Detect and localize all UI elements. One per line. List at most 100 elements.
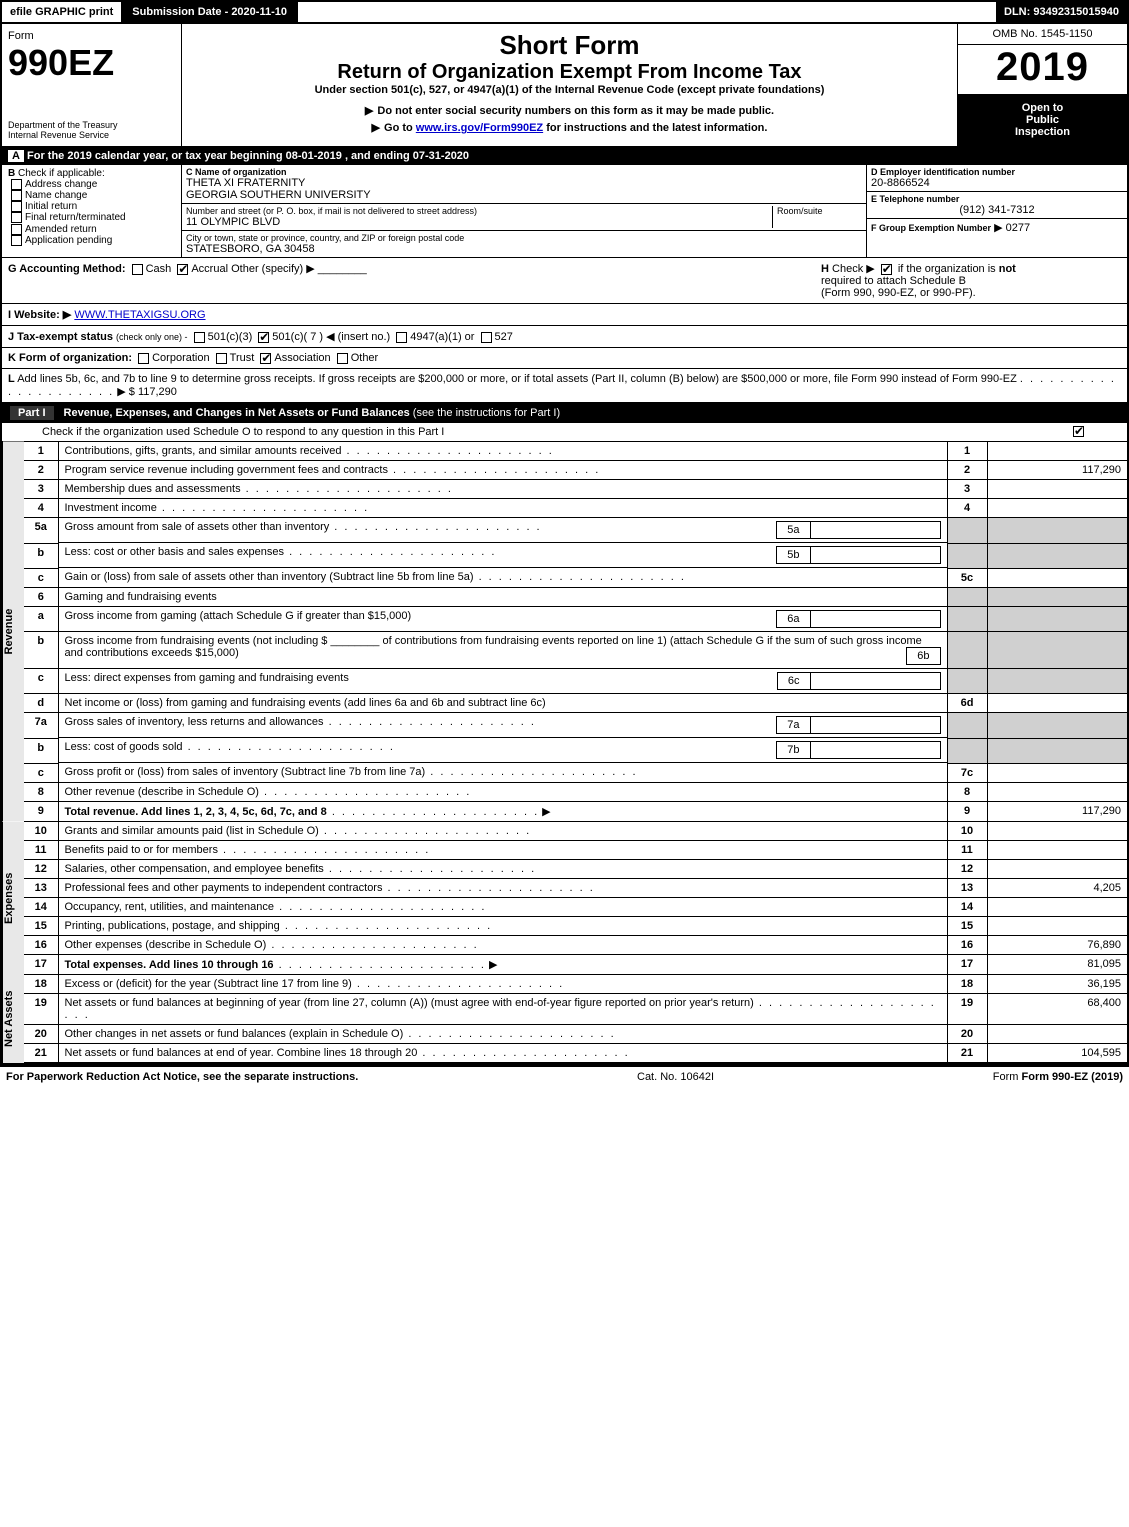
netassets-table: 18Excess or (deficit) for the year (Subt… xyxy=(24,975,1127,1063)
line-3: 3Membership dues and assessments3 xyxy=(24,480,1127,499)
irs-link[interactable]: www.irs.gov/Form990EZ xyxy=(416,122,543,134)
room-label: Room/suite xyxy=(772,206,862,228)
i-label: I Website: ▶ xyxy=(8,309,71,321)
open-line-3: Inspection xyxy=(962,126,1123,138)
opt-name-change: Name change xyxy=(25,190,87,201)
line-13: 13Professional fees and other payments t… xyxy=(24,878,1127,897)
j-opt1: 501(c)(3) xyxy=(208,331,253,343)
checkbox-527[interactable] xyxy=(481,332,492,343)
form-word: Form xyxy=(8,30,175,42)
h-label: H xyxy=(821,263,829,275)
checkbox-application-pending[interactable] xyxy=(11,235,22,246)
h-text3: required to attach Schedule B xyxy=(821,275,966,287)
g-other: Other (specify) xyxy=(231,263,303,275)
checkbox-accrual[interactable] xyxy=(177,264,188,275)
k-corporation: Corporation xyxy=(152,352,209,364)
city-label: City or town, state or province, country… xyxy=(186,233,862,243)
website-link[interactable]: WWW.THETAXIGSU.ORG xyxy=(74,309,205,321)
k-other: Other xyxy=(351,352,379,364)
line-15: 15Printing, publications, postage, and s… xyxy=(24,916,1127,935)
expenses-side-label: Expenses xyxy=(2,822,24,975)
checkbox-corporation[interactable] xyxy=(138,353,149,364)
line-21: 21Net assets or fund balances at end of … xyxy=(24,1043,1127,1062)
label-a: A xyxy=(8,150,24,162)
checkbox-initial-return[interactable] xyxy=(11,201,22,212)
dept-label: Department of the Treasury xyxy=(8,120,175,130)
open-to-public-box: Open to Public Inspection xyxy=(958,94,1127,146)
checkbox-cash[interactable] xyxy=(132,264,143,275)
city-value: STATESBORO, GA 30458 xyxy=(186,243,862,255)
line-6a: aGross income from gaming (attach Schedu… xyxy=(24,606,1127,632)
line-8: 8Other revenue (describe in Schedule O)8 xyxy=(24,782,1127,801)
part-1-check-text: Check if the organization used Schedule … xyxy=(42,426,444,438)
part-1-hint: (see the instructions for Part I) xyxy=(413,407,560,419)
part-1-label: Part I xyxy=(10,406,54,420)
checkbox-schedule-o[interactable] xyxy=(1073,426,1084,437)
period-text: For the 2019 calendar year, or tax year … xyxy=(27,150,469,162)
checkbox-address-change[interactable] xyxy=(11,179,22,190)
goto-pre: Go to xyxy=(372,122,416,134)
checkbox-amended-return[interactable] xyxy=(11,224,22,235)
checkbox-h[interactable] xyxy=(881,264,892,275)
footer-left: For Paperwork Reduction Act Notice, see … xyxy=(6,1071,358,1083)
line-12: 12Salaries, other compensation, and empl… xyxy=(24,859,1127,878)
line-5c: cGain or (loss) from sale of assets othe… xyxy=(24,568,1127,587)
form-number: 990EZ xyxy=(8,42,175,84)
tel-value: (912) 341-7312 xyxy=(871,204,1123,216)
line-17: 17Total expenses. Add lines 10 through 1… xyxy=(24,954,1127,974)
identity-block: B Check if applicable: Address change Na… xyxy=(0,165,1129,258)
irs-label: Internal Revenue Service xyxy=(8,130,175,140)
grp-value: 0277 xyxy=(1006,222,1030,234)
org-name-1: THETA XI FRATERNITY xyxy=(186,177,862,189)
line-6: 6Gaming and fundraising events xyxy=(24,587,1127,606)
l-value: $ 117,290 xyxy=(129,386,177,398)
line-19: 19Net assets or fund balances at beginni… xyxy=(24,993,1127,1024)
opt-amended-return: Amended return xyxy=(25,224,97,235)
form-header: Form 990EZ Department of the Treasury In… xyxy=(0,24,1129,148)
h-text2: if the organization is xyxy=(898,263,999,275)
line-7c: cGross profit or (loss) from sales of in… xyxy=(24,763,1127,782)
h-not: not xyxy=(999,263,1016,275)
grp-label: F Group Exemption Number xyxy=(871,223,991,233)
row-k: K Form of organization: Corporation Trus… xyxy=(0,348,1129,369)
line-20: 20Other changes in net assets or fund ba… xyxy=(24,1024,1127,1043)
opt-address-change: Address change xyxy=(25,179,97,190)
line-14: 14Occupancy, rent, utilities, and mainte… xyxy=(24,897,1127,916)
checkbox-name-change[interactable] xyxy=(11,190,22,201)
open-line-2: Public xyxy=(962,114,1123,126)
line-1: 1Contributions, gifts, grants, and simil… xyxy=(24,442,1127,461)
footer-right: Form 990-EZ (2019) xyxy=(1022,1071,1123,1083)
column-d: D Employer identification number 20-8866… xyxy=(867,165,1127,257)
row-j: J Tax-exempt status (check only one) - 5… xyxy=(0,326,1129,348)
revenue-section: Revenue 1Contributions, gifts, grants, a… xyxy=(0,442,1129,822)
return-title: Return of Organization Exempt From Incom… xyxy=(188,61,951,84)
line-16: 16Other expenses (describe in Schedule O… xyxy=(24,935,1127,954)
submission-date-button[interactable]: Submission Date - 2020-11-10 xyxy=(122,2,298,22)
line-9: 9Total revenue. Add lines 1, 2, 3, 4, 5c… xyxy=(24,801,1127,821)
part-1-header: Part I Revenue, Expenses, and Changes in… xyxy=(0,403,1129,423)
checkbox-4947[interactable] xyxy=(396,332,407,343)
checkbox-final-return[interactable] xyxy=(11,212,22,223)
checkbox-501c[interactable] xyxy=(258,332,269,343)
tax-year: 2019 xyxy=(958,45,1127,90)
column-c: C Name of organization THETA XI FRATERNI… xyxy=(182,165,867,257)
efile-print-link[interactable]: efile GRAPHIC print xyxy=(2,2,122,22)
j-small: (check only one) - xyxy=(116,332,188,342)
checkbox-trust[interactable] xyxy=(216,353,227,364)
checkbox-association[interactable] xyxy=(260,353,271,364)
k-trust: Trust xyxy=(230,352,255,364)
l-label: L xyxy=(8,373,15,385)
goto-line: Go to www.irs.gov/Form990EZ for instruct… xyxy=(188,121,951,134)
row-l: L Add lines 5b, 6c, and 7b to line 9 to … xyxy=(0,369,1129,403)
j-label: J Tax-exempt status xyxy=(8,331,113,343)
net-assets-section: Net Assets 18Excess or (deficit) for the… xyxy=(0,975,1129,1065)
k-label: K Form of organization: xyxy=(8,352,132,364)
checkbox-other[interactable] xyxy=(337,353,348,364)
line-7a: 7aGross sales of inventory, less returns… xyxy=(24,713,1127,739)
goto-post: for instructions and the latest informat… xyxy=(543,122,767,134)
label-b: B xyxy=(8,168,15,179)
line-5b: bLess: cost or other basis and sales exp… xyxy=(24,543,1127,568)
footer-mid: Cat. No. 10642I xyxy=(637,1071,714,1083)
checkbox-501c3[interactable] xyxy=(194,332,205,343)
line-10: 10Grants and similar amounts paid (list … xyxy=(24,822,1127,841)
